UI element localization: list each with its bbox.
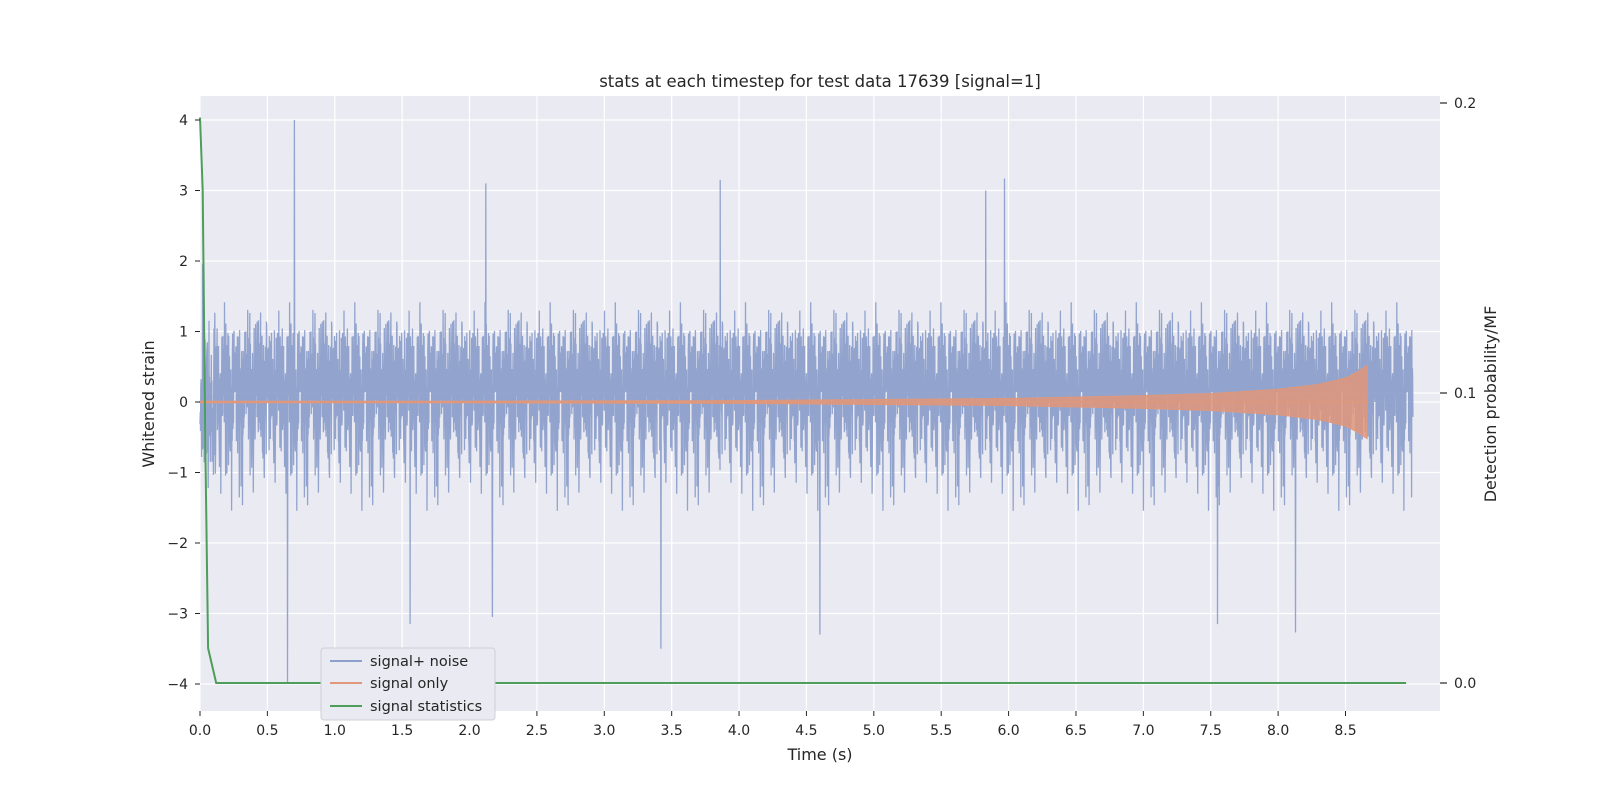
x-tick-label: 1.5 (391, 723, 413, 739)
y-tick-label: 4 (179, 113, 188, 129)
x-tick-label: 8.5 (1334, 723, 1356, 739)
legend-label-stats: signal statistics (370, 699, 482, 715)
signal-series (199, 364, 1369, 440)
y-tick-label: −4 (167, 677, 188, 693)
x-tick-label: 2.5 (526, 723, 548, 739)
y-tick-label: −1 (167, 466, 188, 482)
y-tick-label: −3 (167, 607, 188, 623)
noise-series (199, 119, 1414, 685)
chart-title: stats at each timestep for test data 176… (599, 72, 1041, 91)
x-tick-label: 7.0 (1132, 723, 1154, 739)
y2-tick-label: 0.1 (1454, 386, 1476, 402)
x-tick-label: 0.5 (256, 723, 278, 739)
y2-tick-label: 0.0 (1454, 676, 1476, 692)
x-tick-label: 6.0 (997, 723, 1019, 739)
x-axis-label: Time (s) (786, 745, 852, 764)
legend-label-noise: signal+ noise (370, 654, 468, 670)
y-tick-label: −2 (167, 536, 188, 552)
y-axis-label: Whitened strain (139, 340, 158, 467)
x-tick-label: 1.0 (324, 723, 346, 739)
x-tick-label: 8.0 (1267, 723, 1289, 739)
legend-label-signal: signal only (370, 676, 449, 692)
x-tick-label: 3.5 (661, 723, 683, 739)
x-tick-label: 3.0 (593, 723, 615, 739)
x-tick-label: 4.0 (728, 723, 750, 739)
y-tick-label: 0 (179, 395, 188, 411)
x-tick-label: 6.5 (1065, 723, 1087, 739)
y-tick-label: 2 (179, 254, 188, 270)
y2-axis-label: Detection probability/MF (1481, 306, 1500, 503)
x-tick-label: 2.0 (458, 723, 480, 739)
legend: signal+ noise signal only signal statist… (320, 647, 496, 721)
x-tick-label: 0.0 (189, 723, 211, 739)
y-tick-label: 3 (179, 184, 188, 200)
x-tick-label: 7.5 (1200, 723, 1222, 739)
y2-tick-label: 0.2 (1454, 96, 1476, 112)
x-tick-label: 5.5 (930, 723, 952, 739)
x-tick-label: 5.0 (863, 723, 885, 739)
x-tick-label: 4.5 (795, 723, 817, 739)
y-tick-label: 1 (179, 325, 188, 341)
axes: 0.0 0.5 1.0 1.5 2.0 2.5 3.0 3.5 4.0 4.5 5.0 5.5 6.0 6… (167, 96, 1476, 739)
noise-line (199, 119, 1414, 685)
legend-box (320, 647, 496, 721)
